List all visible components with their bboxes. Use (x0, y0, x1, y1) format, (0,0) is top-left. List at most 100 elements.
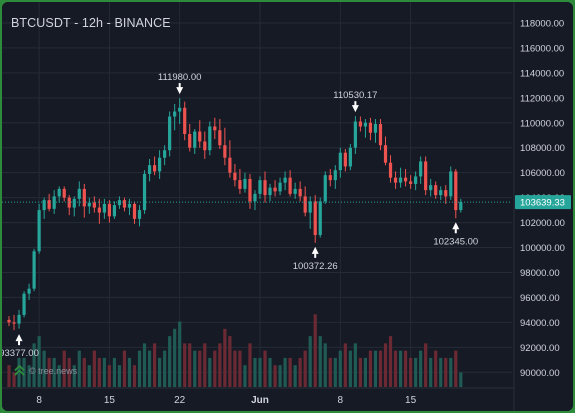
volume-bar (163, 350, 167, 387)
candle-down (152, 165, 157, 172)
volume-bar (37, 336, 41, 387)
candle-down (107, 203, 111, 217)
candle-down (198, 131, 202, 142)
volume-bar (414, 357, 418, 387)
volume-bar (87, 365, 91, 387)
candle-up (333, 170, 337, 181)
candle-up (102, 203, 106, 213)
candle-up (363, 122, 368, 127)
last-price-label: 103639.33 (520, 198, 565, 209)
volume-bar (137, 350, 142, 387)
volume-bar (398, 350, 403, 387)
candle-down (454, 171, 458, 211)
last-price-tag (515, 195, 571, 210)
candle-up (459, 202, 463, 211)
volume-bar (338, 350, 342, 387)
volume-bar (298, 357, 302, 387)
volume-bar (328, 357, 332, 387)
candle-up (439, 190, 443, 196)
low-annotation-label: 100372.26 (293, 261, 338, 272)
volume-bar (27, 365, 31, 387)
candle-up (112, 205, 117, 217)
candle-up (308, 201, 312, 213)
candle-down (424, 161, 428, 191)
candle-down (122, 200, 127, 208)
volume-bar (419, 350, 423, 387)
candle-up (37, 210, 41, 252)
low-annotation-label: 93377.00 (2, 348, 39, 359)
arrow-up-icon (15, 334, 23, 342)
candle-up (52, 196, 56, 209)
volume-bar (158, 357, 162, 387)
candle-up (147, 165, 152, 174)
candle-up (87, 202, 91, 207)
y-tick-label: 96000.00 (520, 293, 560, 304)
volume-bar (152, 343, 157, 387)
y-tick-label: 118000.00 (520, 18, 564, 29)
candle-down (12, 322, 16, 324)
candle-up (338, 152, 342, 171)
y-tick-label: 90000.00 (520, 368, 560, 379)
candle-down (368, 122, 373, 133)
candle-down (248, 178, 252, 202)
candle-down (298, 188, 302, 197)
volume-bar (12, 372, 16, 387)
tree-news-watermark: © tree.news (14, 365, 77, 376)
candle-down (62, 188, 66, 198)
volume-bar (17, 357, 21, 387)
candle-down (263, 180, 267, 196)
candle-down (228, 157, 232, 173)
volume-bar (228, 336, 232, 387)
volume-bar (293, 365, 297, 387)
candle-down (273, 187, 277, 192)
watermark-text: © tree.news (29, 365, 78, 376)
candle-down (328, 175, 332, 181)
y-tick-label: 98000.00 (520, 268, 560, 279)
volume-bar (183, 343, 187, 387)
volume-bar (238, 350, 242, 387)
candle-down (378, 124, 383, 146)
volume-bar (258, 357, 262, 387)
arrow-up-icon (454, 228, 457, 234)
candle-down (183, 107, 187, 134)
volume-bar (378, 350, 383, 387)
candle-up (27, 288, 31, 294)
volume-bar (343, 343, 347, 387)
volume-bar (409, 357, 413, 387)
volume-bar (278, 365, 282, 387)
volume-bar (117, 365, 122, 387)
candle-down (313, 201, 317, 236)
volume-bar (77, 350, 81, 387)
arrow-down-icon (354, 101, 357, 107)
volume-bar (263, 350, 267, 387)
candle-up (268, 187, 272, 196)
candle-up (173, 111, 177, 117)
volume-bar (112, 357, 117, 387)
volume-bar (454, 350, 458, 387)
y-tick-label: 92000.00 (520, 343, 560, 354)
volume-bar (47, 357, 51, 387)
x-tick-label: 8 (338, 395, 344, 406)
volume-bar (268, 357, 272, 387)
x-tick-label: Jun (251, 395, 269, 406)
volume-bar (273, 365, 277, 387)
y-tick-label: 100000.00 (520, 243, 565, 254)
candle-up (258, 180, 262, 194)
volume-bar (449, 357, 453, 387)
candle-down (203, 141, 207, 151)
candle-up (72, 198, 76, 208)
y-tick-label: 94000.00 (520, 318, 560, 329)
arrow-up-icon (314, 252, 317, 258)
volume-bar (333, 357, 337, 387)
candle-up (323, 175, 327, 202)
volume-bar (373, 350, 378, 387)
volume-bar (52, 357, 56, 387)
volume-bar (363, 357, 368, 387)
candle-up (243, 178, 247, 189)
volume-bar (248, 343, 252, 387)
x-tick-label: 15 (104, 395, 116, 406)
volume-bar (383, 343, 388, 387)
volume-bar (62, 350, 66, 387)
